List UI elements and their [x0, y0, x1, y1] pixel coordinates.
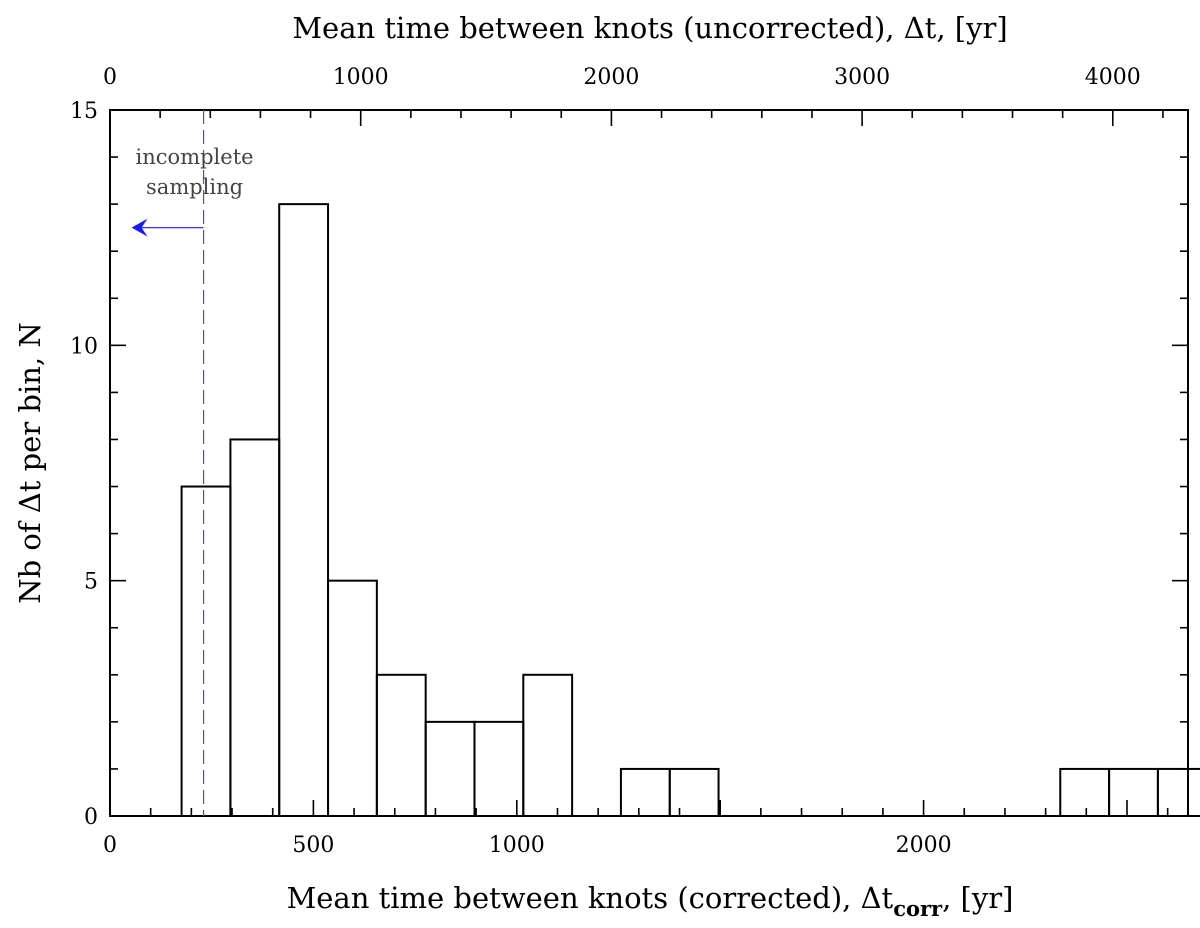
- tick-label: 0: [103, 833, 117, 858]
- histogram-bar: [619, 767, 671, 818]
- histogram-bar: [1156, 767, 1200, 818]
- tick-label: 2000: [583, 65, 639, 90]
- histogram-bars: [180, 203, 1200, 818]
- plot-frame: [109, 109, 1189, 817]
- y-axis-title: Nb of Δt per bin, N: [13, 322, 47, 604]
- tick-label: 5: [84, 570, 98, 595]
- tick-label: 2000: [896, 833, 952, 858]
- annotation-line: incomplete: [136, 145, 254, 169]
- histogram-bar: [473, 720, 525, 817]
- annotation-line: sampling: [146, 175, 243, 199]
- left-arrow-icon: [131, 218, 148, 237]
- tick-label: 1000: [489, 833, 545, 858]
- histogram-bar: [375, 673, 427, 817]
- top-x-axis-title: Mean time between knots (uncorrected), Δ…: [292, 11, 1007, 45]
- x-axis-title: Mean time between knots (corrected), Δtc…: [287, 881, 1014, 921]
- histogram-bar: [1108, 767, 1159, 818]
- histogram-bar: [668, 767, 720, 818]
- tick-label: 4000: [1085, 65, 1141, 90]
- histogram-bar: [180, 485, 232, 817]
- tick-label: 0: [103, 65, 117, 90]
- axis-ticks: 0 500 1000 2000 0 1000 2000 3000 4000 0 5 10 15: [70, 65, 1188, 858]
- incomplete-sampling-label: incomplete sampling: [136, 145, 254, 199]
- incomplete-sampling-marker: [131, 110, 205, 816]
- histogram-bar: [278, 203, 330, 817]
- tick-label: 1000: [333, 65, 389, 90]
- tick-label: 10: [70, 334, 98, 359]
- tick-label: 500: [292, 833, 334, 858]
- histogram-bar: [229, 438, 281, 817]
- histogram-bar: [1059, 767, 1111, 818]
- tick-label: 0: [84, 805, 98, 830]
- histogram-bar: [327, 579, 378, 818]
- histogram-bar: [522, 673, 574, 817]
- tick-label: 15: [70, 99, 98, 124]
- tick-label: 3000: [834, 65, 890, 90]
- histogram-bar: [424, 720, 476, 817]
